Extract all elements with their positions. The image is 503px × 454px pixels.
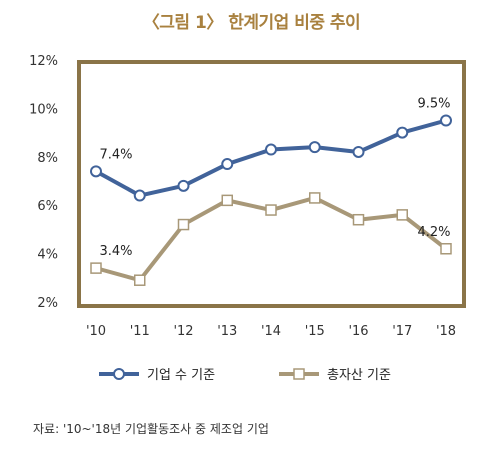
series-1: 7.4% 9.5%	[90, 97, 452, 202]
source-note: 자료: '10~'18년 기업활동조사 중 제조업 기업	[33, 422, 269, 436]
series-line	[95, 118, 447, 198]
x-tick-label: '11	[130, 324, 150, 339]
x-tick-label: '14	[261, 324, 281, 339]
data-point	[90, 262, 102, 274]
data-point	[309, 192, 321, 204]
y-tick-label: 10%	[29, 102, 58, 117]
y-axis-ticks: 12% 10% 8% 6% 4% 2%	[29, 54, 58, 311]
data-point	[352, 145, 365, 158]
y-tick-label: 6%	[37, 199, 58, 214]
data-point	[352, 213, 365, 226]
data-point	[396, 126, 409, 139]
data-label: 9.5%	[417, 97, 450, 112]
data-point	[134, 274, 146, 286]
series-2: 3.4% 4.2%	[90, 192, 452, 286]
x-tick-label: '15	[305, 324, 325, 339]
data-point	[308, 141, 321, 154]
y-tick-label: 8%	[37, 151, 58, 166]
x-tick-label: '18	[436, 324, 456, 339]
y-tick-label: 2%	[37, 296, 58, 311]
y-tick-label: 12%	[29, 54, 58, 69]
x-tick-label: '16	[348, 324, 368, 339]
series-layer: 7.4% 9.5% 3.4% 4.2%	[90, 97, 452, 286]
legend-marker	[293, 368, 305, 380]
legend-marker	[113, 368, 125, 380]
legend-item: 총자산 기준	[279, 368, 391, 383]
data-point	[177, 218, 190, 231]
x-tick-label: '17	[392, 324, 412, 339]
legend-item: 기업 수 기준	[99, 368, 215, 383]
data-label: 4.2%	[417, 225, 450, 240]
data-point	[221, 194, 233, 207]
legend-label: 총자산 기준	[327, 368, 391, 383]
data-point	[440, 243, 452, 255]
y-tick-label: 4%	[37, 248, 58, 263]
legend: 기업 수 기준 총자산 기준	[99, 368, 391, 383]
data-label: 3.4%	[99, 244, 132, 259]
data-point	[90, 165, 102, 178]
legend-label: 기업 수 기준	[147, 368, 215, 383]
data-point	[221, 158, 234, 171]
data-point	[440, 114, 452, 127]
data-point	[265, 143, 277, 156]
x-tick-label: '12	[173, 324, 193, 339]
data-point	[133, 189, 146, 202]
data-point	[177, 179, 190, 192]
plot-frame	[77, 60, 466, 308]
data-point	[396, 209, 408, 221]
x-tick-label: '10	[86, 324, 106, 339]
x-axis-ticks: '10 '11 '12 '13 '14 '15 '16 '17 '18	[86, 324, 456, 339]
chart-title: 〈그림 1〉 한계기업 비중 추이	[142, 13, 361, 33]
data-label: 7.4%	[99, 147, 132, 162]
x-tick-label: '13	[217, 324, 237, 339]
data-point	[265, 204, 277, 216]
